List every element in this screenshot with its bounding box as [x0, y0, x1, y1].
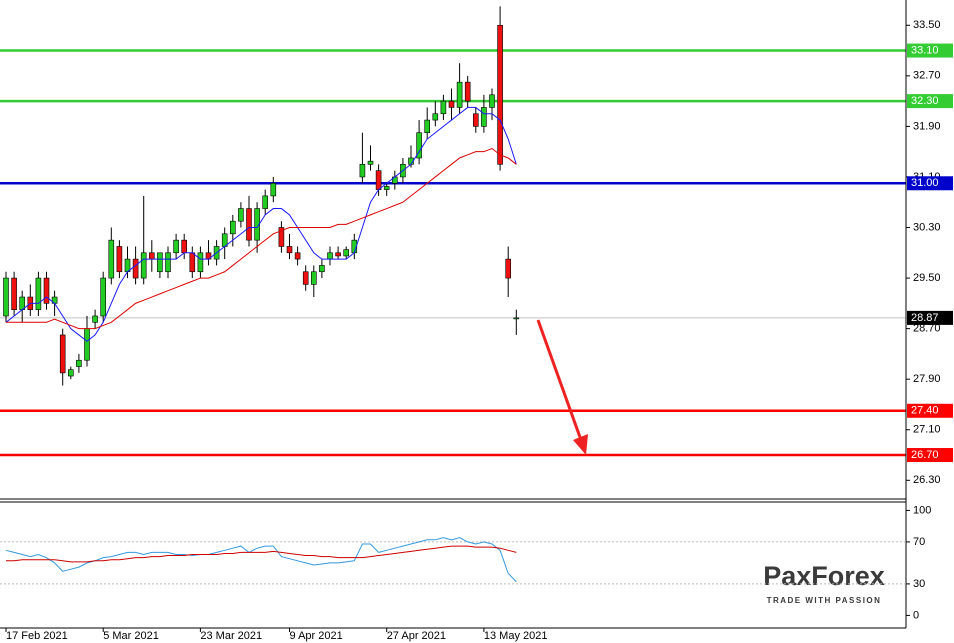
candle-body	[489, 94, 495, 108]
y-tick-label: 32.70	[913, 70, 941, 82]
candle-body	[100, 277, 106, 317]
candle-body	[76, 359, 82, 367]
candle-body	[472, 113, 479, 127]
candle-body	[456, 81, 463, 108]
candle-body	[302, 271, 309, 285]
level-label-box	[907, 43, 953, 58]
candle-body	[230, 220, 236, 235]
y-tick-label: 27.10	[913, 424, 941, 436]
candle-body	[197, 252, 204, 273]
candle-body	[165, 252, 171, 273]
x-tick-label: 23 Mar 2021	[200, 630, 262, 642]
level-label: 33.10	[911, 44, 939, 56]
osc-y-tick-label: 70	[913, 536, 925, 548]
candle-body	[116, 246, 123, 273]
candle-body	[157, 252, 163, 273]
osc-y-tick-label: 0	[913, 609, 919, 621]
level-label-box	[907, 448, 953, 463]
x-tick-label: 17 Feb 2021	[6, 630, 68, 642]
candle-body	[238, 208, 244, 222]
candle-body	[440, 100, 447, 115]
candle-body	[68, 369, 74, 377]
level-label: 31.00	[911, 177, 939, 189]
level-label: 27.40	[911, 405, 939, 417]
candle-body	[181, 239, 187, 254]
forecast-arrow	[536, 319, 583, 441]
logo-name: PaxForex	[763, 561, 885, 591]
y-tick-label: 28.70	[913, 323, 941, 335]
candle-body	[294, 252, 301, 260]
candle-body	[59, 334, 66, 374]
oscillator-line	[5, 537, 517, 583]
candle-body	[497, 24, 503, 165]
candle-body	[262, 195, 269, 209]
y-tick-label: 29.50	[913, 272, 941, 284]
candle-body	[43, 277, 50, 304]
candle-body	[310, 271, 317, 285]
candle-body	[149, 252, 155, 260]
y-tick-label: 26.30	[913, 474, 941, 486]
candle-body	[270, 182, 277, 197]
candle-body	[513, 317, 520, 320]
level-label-box	[907, 403, 953, 418]
candle-body	[84, 328, 90, 361]
candle-body	[286, 246, 293, 254]
y-tick-label: 30.30	[913, 221, 941, 233]
candle-body	[11, 277, 17, 310]
candle-body	[173, 239, 179, 254]
candle-body	[481, 107, 487, 127]
candle-body	[505, 258, 512, 279]
candle-body	[35, 277, 42, 310]
candle-body	[343, 249, 350, 257]
candle-body	[108, 239, 115, 279]
y-tick-label: 33.50	[913, 19, 941, 31]
candle-body	[359, 164, 366, 178]
candle-body	[375, 170, 382, 190]
candle-body	[319, 265, 325, 273]
candle-body	[432, 113, 439, 121]
moving-average	[5, 106, 517, 342]
candle-body	[464, 81, 471, 102]
forecast-arrowhead	[573, 434, 588, 455]
level-label: 26.70	[911, 449, 939, 461]
osc-y-tick-label: 30	[913, 578, 925, 590]
x-tick-label: 13 May 2021	[484, 630, 548, 642]
candle-body	[383, 186, 390, 190]
level-label: 32.30	[911, 95, 939, 107]
osc-y-tick-label: 100	[913, 504, 931, 516]
candle-body	[367, 160, 374, 165]
candle-body	[92, 315, 98, 323]
candle-body	[424, 119, 431, 134]
last-price-label: 28.87	[911, 312, 939, 324]
candle-body	[140, 252, 147, 279]
last-price-box	[907, 310, 953, 325]
candle-body	[278, 227, 285, 247]
x-tick-label: 27 Apr 2021	[387, 630, 446, 642]
candle-body	[189, 252, 196, 273]
candle-body	[246, 208, 252, 241]
candle-body	[132, 258, 139, 279]
moving-average	[6, 147, 517, 330]
plot	[0, 6, 906, 457]
y-tick-label: 31.90	[913, 120, 941, 132]
candle-body	[448, 100, 455, 108]
candle-body	[3, 277, 9, 317]
x-tick-label: 5 Mar 2021	[103, 630, 159, 642]
candle-body	[327, 252, 333, 260]
candle-body	[335, 252, 341, 257]
x-tick-label: 9 Apr 2021	[290, 630, 343, 642]
y-tick-label: 27.90	[913, 373, 941, 385]
oscillator-line	[6, 545, 517, 563]
candle-body	[416, 132, 422, 159]
level-label-box	[907, 176, 953, 191]
level-label-box	[907, 94, 953, 109]
logo-tagline: TRADE WITH PASSION	[767, 596, 882, 605]
